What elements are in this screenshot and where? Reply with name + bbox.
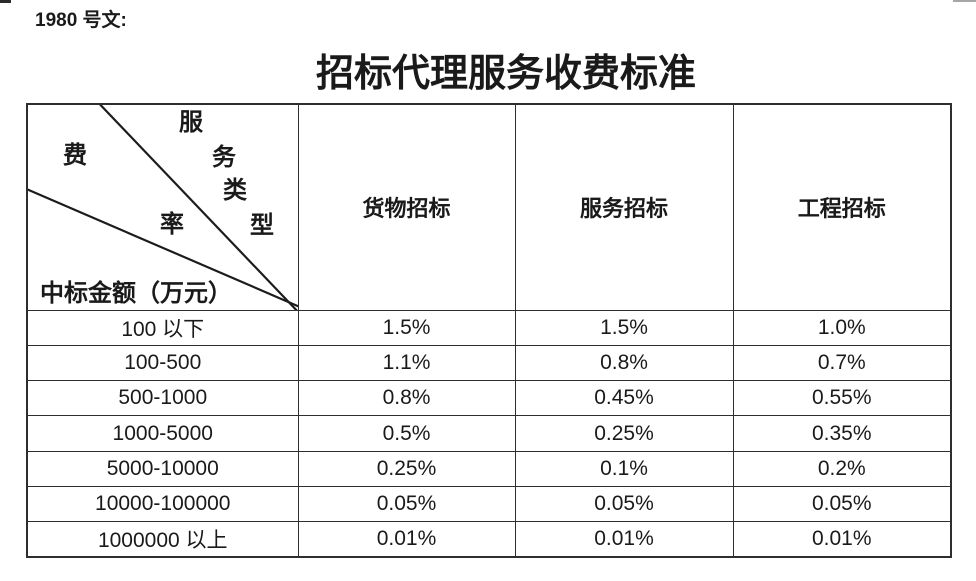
fee-rate-cell: 1.5% [297, 309, 516, 346]
fee-rate-cell: 0.55% [732, 380, 952, 417]
fee-rate-cell: 0.25% [297, 450, 516, 487]
table-row: 5000-10000 0.25% 0.1% 0.2% [26, 450, 952, 487]
fee-schedule-table: 费 服 务 类 率 型 中标金额（万元） 货物招标 服务招标 工程招标 100 … [26, 103, 952, 559]
table-row: 500-1000 0.8% 0.45% 0.55% [26, 380, 952, 417]
diagonal-divider-lines [28, 105, 297, 309]
fee-rate-cell: 0.5% [297, 415, 516, 452]
table-row: 100-500 1.1% 0.8% 0.7% [26, 344, 952, 382]
fee-rate-cell: 0.45% [514, 380, 734, 417]
top-left-edge-artifact [0, 0, 11, 3]
table-row: 1000-5000 0.5% 0.25% 0.35% [26, 415, 952, 452]
document-number: 1980 号文: [35, 10, 127, 31]
fee-rate-cell: 0.05% [297, 485, 516, 523]
table-corner-cell: 费 服 务 类 率 型 中标金额（万元） [26, 103, 299, 311]
fee-rate-cell: 0.2% [732, 450, 952, 487]
page-title: 招标代理服务收费标准 [315, 53, 696, 95]
column-header-service-bidding: 服务招标 [514, 103, 734, 311]
fee-rate-cell: 0.8% [297, 380, 516, 417]
table-header-row: 费 服 务 类 率 型 中标金额（万元） 货物招标 服务招标 工程招标 [26, 103, 952, 311]
fee-rate-cell: 0.25% [514, 415, 734, 452]
corner-label-amount-axis: 中标金额（万元） [40, 281, 232, 307]
fee-rate-cell: 1.0% [732, 309, 952, 346]
row-label-amount-range: 1000-5000 [26, 415, 299, 452]
fee-rate-cell: 1.1% [297, 344, 516, 382]
fee-rate-cell: 0.1% [514, 450, 734, 487]
row-label-amount-range: 1000000 以上 [26, 521, 299, 558]
fee-rate-cell: 0.05% [514, 485, 734, 523]
table-row: 100 以下 1.5% 1.5% 1.0% [26, 309, 952, 346]
corner-label-service-char-3: 类 [223, 178, 247, 204]
fee-rate-cell: 0.05% [732, 485, 952, 523]
table-row: 10000-100000 0.05% 0.05% 0.05% [26, 485, 952, 523]
corner-label-rate-char: 率 [160, 212, 184, 238]
column-header-works-bidding: 工程招标 [732, 103, 952, 311]
row-label-amount-range: 10000-100000 [26, 485, 299, 523]
top-right-edge-artifact [953, 0, 976, 2]
corner-label-service-char-2: 务 [212, 145, 236, 171]
column-header-goods-bidding: 货物招标 [297, 103, 516, 311]
corner-label-fee-char: 费 [63, 143, 87, 169]
corner-label-service-char-4: 型 [250, 213, 274, 239]
fee-rate-cell: 1.5% [514, 309, 734, 346]
row-label-amount-range: 100-500 [26, 344, 299, 382]
corner-label-service-char-1: 服 [179, 110, 203, 136]
fee-rate-cell: 0.01% [732, 521, 952, 558]
table-row: 1000000 以上 0.01% 0.01% 0.01% [26, 521, 952, 558]
fee-rate-cell: 0.01% [514, 521, 734, 558]
fee-rate-cell: 0.01% [297, 521, 516, 558]
fee-rate-cell: 0.8% [514, 344, 734, 382]
row-label-amount-range: 100 以下 [26, 309, 299, 346]
fee-rate-cell: 0.35% [732, 415, 952, 452]
fee-rate-cell: 0.7% [732, 344, 952, 382]
row-label-amount-range: 500-1000 [26, 380, 299, 417]
row-label-amount-range: 5000-10000 [26, 450, 299, 487]
